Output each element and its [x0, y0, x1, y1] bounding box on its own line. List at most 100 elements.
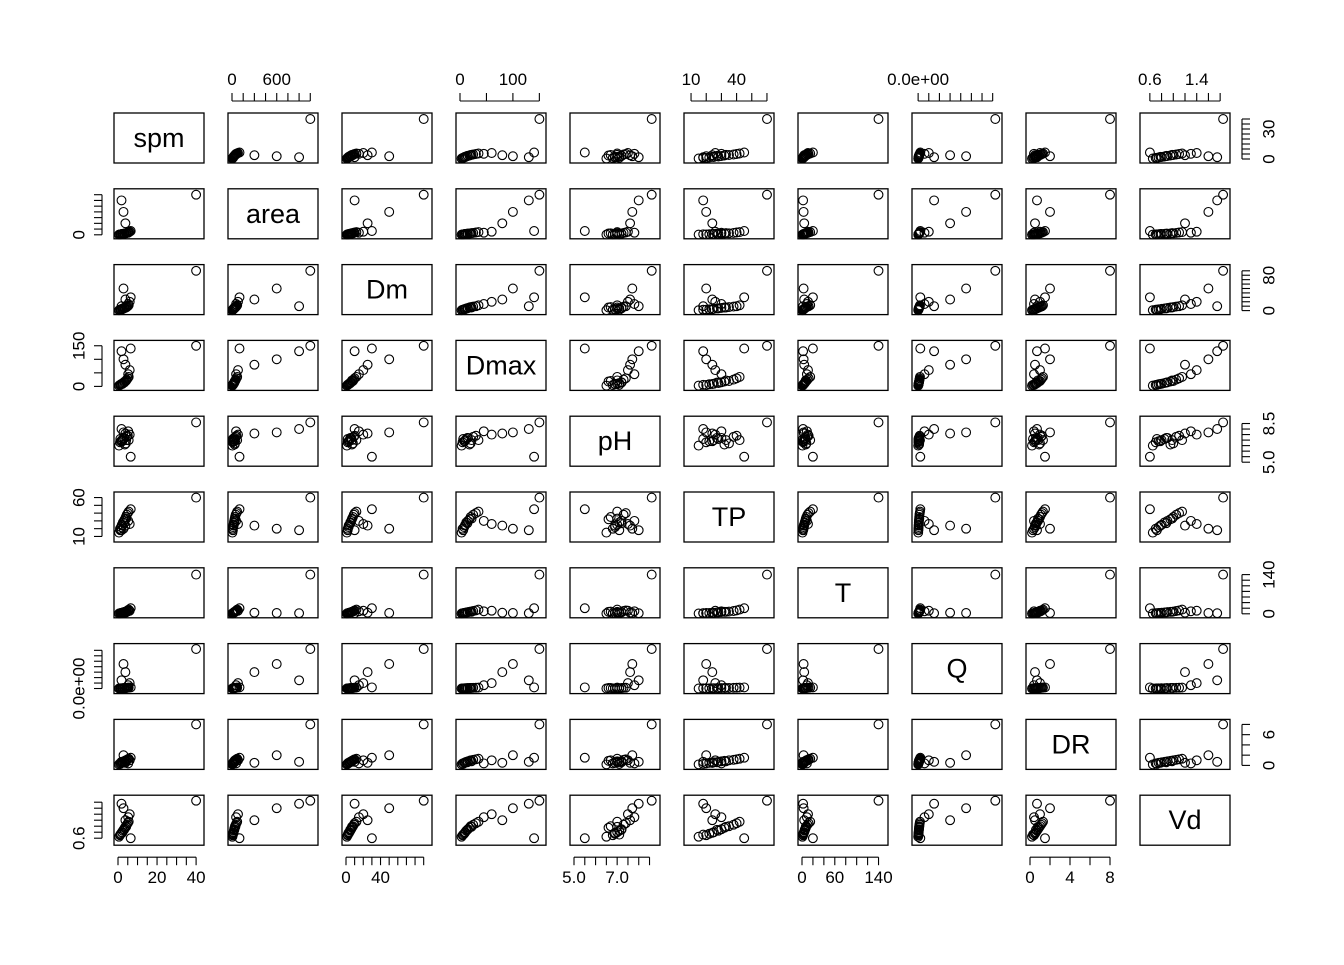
data-point [716, 432, 727, 443]
data-point [798, 152, 809, 163]
bottom-axis-spm: 0 20 40 [113, 856, 206, 887]
data-point [1203, 659, 1214, 669]
data-point [358, 429, 369, 440]
data-point [610, 608, 620, 618]
data-point [610, 520, 620, 531]
data-point [249, 294, 260, 305]
data-point [349, 675, 360, 686]
right-axis-spm: 0 30 [1241, 118, 1278, 164]
tick-label: 20 [148, 868, 167, 887]
data-point [701, 354, 712, 365]
panel-Dmax-vs-Vd [1139, 339, 1231, 392]
data-point [945, 218, 956, 229]
data-point [734, 816, 745, 827]
data-point [627, 608, 638, 618]
data-point [1144, 343, 1155, 354]
data-point [627, 750, 638, 761]
data-point [1040, 226, 1050, 236]
panel-DR-vs-T [797, 718, 889, 771]
tick-label: 140 [864, 868, 892, 887]
data-point [646, 265, 657, 276]
left-axis-Q: 0.0e+00 [69, 649, 103, 720]
data-point [612, 228, 623, 239]
panel-frame [341, 718, 433, 771]
data-point [1155, 436, 1166, 447]
data-point [116, 301, 127, 312]
data-point [1185, 227, 1196, 238]
data-point [529, 292, 540, 303]
panel-DR-vs-DR: DR [1025, 718, 1117, 771]
data-point [362, 815, 373, 826]
panel-frame [1139, 415, 1231, 467]
data-point [612, 821, 623, 832]
panel-frame [341, 642, 433, 695]
panel-frame [569, 112, 661, 164]
data-point [961, 803, 972, 814]
data-point [698, 152, 709, 163]
tick-label: 80 [1259, 266, 1278, 285]
panel-pH-vs-Q [911, 415, 1003, 467]
data-point [366, 147, 377, 158]
data-point [1028, 152, 1038, 163]
data-point [497, 218, 508, 229]
data-point [762, 189, 772, 200]
data-point [807, 292, 818, 303]
data-point [230, 302, 241, 313]
data-point [739, 292, 750, 303]
tick-label: 0.0e+00 [69, 658, 88, 720]
data-point [579, 752, 590, 763]
panel-frame [569, 718, 661, 771]
data-point [873, 189, 884, 200]
panel-frame [455, 263, 547, 316]
tick-label: 5.0 [562, 868, 586, 887]
data-point [1218, 340, 1229, 351]
data-point [1212, 675, 1223, 686]
data-point [1045, 523, 1055, 534]
tick-label: 150 [69, 332, 88, 360]
data-point [646, 795, 657, 806]
data-point [1029, 515, 1039, 526]
panel-T-vs-Dm [341, 567, 433, 619]
data-point [1203, 151, 1214, 162]
data-point [1032, 675, 1042, 686]
data-point [1105, 265, 1115, 276]
data-point [118, 354, 129, 365]
data-point [734, 604, 745, 615]
data-point [366, 833, 377, 844]
data-point [698, 301, 709, 312]
data-point [348, 819, 359, 830]
panel-Q-vs-Dm [341, 642, 433, 695]
tick-label: 0 [113, 868, 122, 887]
data-point [118, 206, 129, 217]
variable-label-Vd: Vd [1168, 805, 1201, 835]
right-axis-pH: 5.0 8.5 [1241, 412, 1278, 474]
data-point [466, 513, 477, 524]
panel-Q-vs-Q: Q [911, 642, 1003, 695]
data-point [739, 343, 750, 354]
data-point [486, 429, 497, 440]
data-point [418, 569, 429, 580]
data-point [646, 492, 657, 503]
data-point [807, 833, 818, 844]
panel-frame [341, 794, 433, 846]
data-point [798, 304, 809, 315]
data-point [362, 428, 373, 439]
data-point [719, 439, 730, 450]
data-point [701, 304, 712, 315]
data-point [229, 518, 240, 529]
data-point [803, 226, 813, 237]
data-point [121, 375, 132, 386]
data-point [807, 343, 818, 354]
panel-frame [113, 339, 205, 392]
data-point [797, 440, 808, 451]
data-point [710, 148, 721, 158]
data-point [724, 438, 734, 449]
tick-label: 10 [69, 527, 88, 546]
data-point [418, 417, 429, 428]
variable-label-Q: Q [946, 654, 967, 684]
data-point [523, 195, 534, 206]
data-point [873, 340, 884, 351]
data-point [1180, 218, 1190, 229]
data-point [914, 435, 925, 446]
data-point [721, 756, 731, 767]
